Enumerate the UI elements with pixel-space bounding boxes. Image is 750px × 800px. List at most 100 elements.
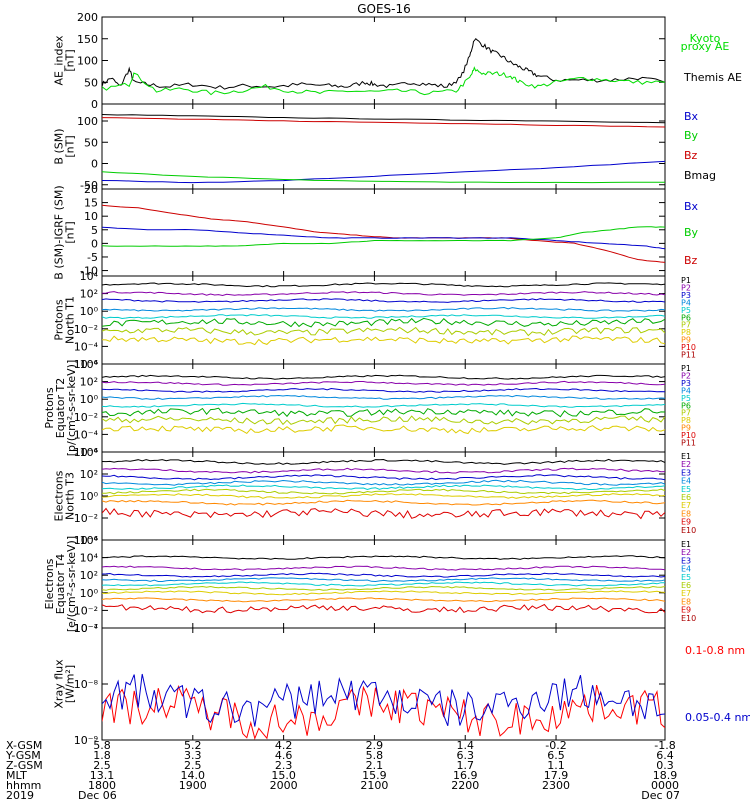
legend-item: P8 — [681, 328, 691, 337]
x-axis-value: 15.0 — [271, 769, 296, 782]
legend-item: Bx — [684, 110, 699, 123]
series-line-p1 — [102, 374, 665, 380]
y-tick-label: -5 — [87, 251, 98, 264]
x-axis-value: 4.6 — [275, 749, 293, 762]
x-axis-value: 3.3 — [184, 749, 202, 762]
series-line-bmag — [102, 114, 665, 124]
y-tick-label: 50 — [84, 136, 98, 149]
series-line-bx — [102, 226, 665, 250]
y-tick-label: 50 — [84, 76, 98, 89]
x-axis-value: 1.8 — [93, 749, 111, 762]
series-group — [102, 673, 665, 740]
series-line-p8 — [102, 424, 665, 435]
x-axis-value: -0.2 — [545, 739, 566, 752]
x-axis-value: 4.2 — [275, 739, 293, 752]
legend-item: Bz — [684, 149, 698, 162]
y-tick-label: 10⁻⁴ — [74, 534, 99, 547]
y-tick-label: 10⁻² — [74, 411, 98, 424]
series-line-by — [102, 171, 665, 184]
y-tick-label: 10 — [84, 210, 98, 223]
series-line-e2 — [102, 467, 665, 474]
panel-frame — [101, 451, 666, 541]
y-tick-label: 0 — [91, 98, 98, 111]
series-line-e4 — [102, 479, 665, 486]
series-group — [102, 458, 665, 520]
y-tick-label: 20 — [84, 183, 98, 196]
x-axis-value: 2.9 — [366, 739, 384, 752]
series-line-p3 — [102, 298, 665, 303]
legend-item: P9 — [681, 336, 691, 345]
x-axis-value: 2.3 — [275, 759, 293, 772]
legend-item: 0.1-0.8 nm — [685, 644, 745, 657]
series-group — [102, 555, 665, 614]
series-group — [102, 374, 665, 435]
x-axis-value: 2100 — [360, 779, 388, 792]
legend-item: E9 — [681, 606, 691, 615]
y-axis-label: [e/(cm²-s-sr-keV)] — [65, 536, 78, 632]
series-line-e9 — [102, 507, 665, 520]
x-axis-row-label: MLT — [6, 769, 27, 782]
x-axis-value: 1800 — [88, 779, 116, 792]
panel-frame — [101, 363, 666, 453]
x-axis-value: 18.9 — [653, 769, 678, 782]
y-tick-label: 10² — [80, 569, 98, 582]
legend-item: E10 — [681, 614, 696, 623]
legend-item: P4 — [681, 386, 691, 395]
legend-item: E2 — [681, 460, 691, 469]
x-axis-value: 0.3 — [656, 759, 674, 772]
legend-item: E6 — [681, 581, 691, 590]
series-line-bz — [102, 117, 665, 128]
x-axis-value: 5.8 — [366, 749, 384, 762]
y-tick-label: 10⁰ — [80, 490, 99, 503]
legend-item: proxy AE — [681, 40, 730, 53]
series-line-0-1-0-8-nm — [102, 684, 665, 740]
series-line-e6 — [102, 488, 665, 495]
x-axis-value: 2.5 — [93, 759, 111, 772]
x-axis-row-label: Z-GSM — [6, 759, 43, 772]
legend-item: P11 — [681, 439, 696, 448]
series-line-p7 — [102, 415, 665, 426]
y-axis-label: [nT] — [64, 221, 77, 243]
y-tick-label: 10⁰ — [80, 305, 99, 318]
y-tick-label: 10⁴ — [80, 270, 99, 283]
y-tick-label: 200 — [77, 11, 98, 24]
legend-item: P10 — [681, 343, 696, 352]
y-tick-label: 10⁰ — [80, 393, 99, 406]
legend-item: Bmag — [684, 169, 716, 182]
y-tick-label: 10² — [80, 468, 98, 481]
y-axis-label: AE_index — [53, 35, 66, 86]
series-line-kyoto-proxy-ae — [102, 66, 665, 96]
y-tick-label: 10⁻⁸ — [74, 678, 99, 691]
legend-item: 0.05-0.4 nm — [685, 711, 750, 724]
y-tick-label: -50 — [80, 179, 98, 192]
y-tick-label: 10⁴ — [80, 358, 99, 371]
y-tick-label: 10⁻² — [74, 323, 98, 336]
x-axis-value: 2.1 — [366, 759, 384, 772]
legend-item: P5 — [681, 306, 691, 315]
series-line-e1 — [102, 458, 665, 465]
legend-item: E4 — [681, 565, 691, 574]
y-tick-label: -10 — [80, 265, 98, 278]
legend-item: E6 — [681, 493, 691, 502]
legend: Bx By Bz — [684, 200, 699, 267]
legend-item: Bz — [684, 254, 698, 267]
legend-item: E7 — [681, 501, 691, 510]
y-tick-label: 10⁻⁶ — [74, 358, 99, 371]
series-line-p1 — [102, 282, 665, 288]
legend-item: E10 — [681, 526, 696, 535]
legend: Bx By Bz Bmag — [684, 110, 716, 182]
series-line-p5 — [102, 314, 665, 320]
legend-item: E2 — [681, 548, 691, 557]
legend-item: P2 — [681, 283, 691, 292]
y-axis-label: North T1 — [64, 296, 77, 344]
series-line-p5 — [102, 402, 665, 408]
x-axis-value: 14.0 — [181, 769, 206, 782]
x-axis-value: 13.1 — [90, 769, 115, 782]
